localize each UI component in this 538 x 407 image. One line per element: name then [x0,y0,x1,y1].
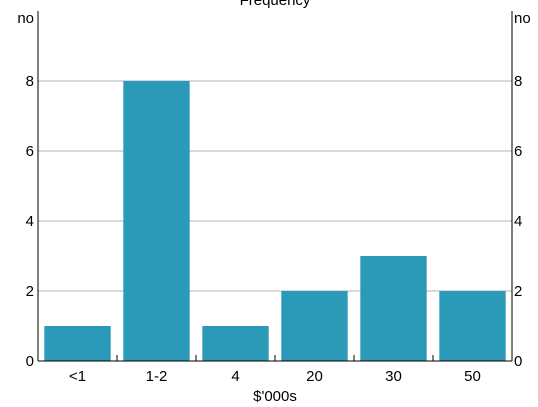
y-tick-label-left: 0 [26,353,34,370]
x-tick-label: 20 [306,368,323,385]
bars [44,81,506,361]
y-axis-label-right: no [514,10,531,27]
x-tick-label: 1-2 [146,368,168,385]
bar-5 [439,291,506,361]
gridlines [38,80,512,292]
y-tick-label-left: 4 [26,213,34,230]
bar-1 [123,81,190,361]
y-axis-label-left: no [17,10,34,27]
bar-4 [360,256,427,361]
y-tick-label-right: 0 [514,353,522,370]
bar-0 [44,326,111,361]
y-tick-label-right: 4 [514,213,522,230]
y-tick-label-right: 8 [514,73,522,90]
y-tick-label-right: 2 [514,283,522,300]
chart-title: Frequency [240,0,311,9]
bar-2 [202,326,269,361]
y-tick-label-left: 8 [26,73,34,90]
y-tick-label-right: 6 [514,143,522,160]
x-axis-label: $'000s [253,388,297,405]
x-tick-label: 50 [464,368,481,385]
ticks: 0 0 2 2 4 4 6 6 8 8 <1 1-2 4 20 30 50 [26,73,523,385]
x-tick-label: 4 [231,368,239,385]
bar-3 [281,291,348,361]
x-tick-label: <1 [69,368,86,385]
x-tick-label: 30 [385,368,402,385]
y-tick-label-left: 6 [26,143,34,160]
y-tick-label-left: 2 [26,283,34,300]
